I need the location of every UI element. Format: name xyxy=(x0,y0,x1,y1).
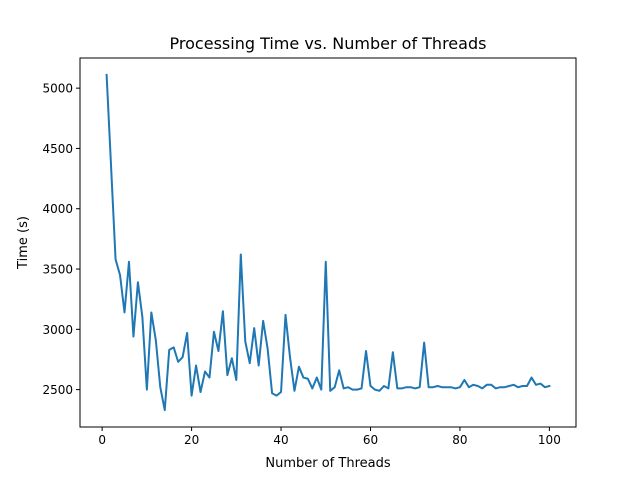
x-axis-ticks: 0 20 40 60 80 100 xyxy=(98,427,561,447)
y-tick-label: 3500 xyxy=(42,263,73,277)
y-axis-label: Time (s) xyxy=(16,216,31,270)
y-tick-label: 4000 xyxy=(42,202,73,216)
y-tick-label: 5000 xyxy=(42,82,73,96)
plot-lines xyxy=(105,73,551,412)
y-tick-label: 4500 xyxy=(42,142,73,156)
chart-title: Processing Time vs. Number of Threads xyxy=(170,34,487,53)
series-line-0 xyxy=(105,73,551,412)
x-tick-label: 0 xyxy=(98,433,106,447)
y-tick-label: 3000 xyxy=(42,323,73,337)
x-tick-label: 60 xyxy=(363,433,378,447)
x-tick-label: 20 xyxy=(184,433,199,447)
x-axis-label: Number of Threads xyxy=(265,456,390,471)
y-axis-ticks: 2500 3000 3500 4000 4500 5000 xyxy=(42,82,80,397)
x-tick-label: 40 xyxy=(273,433,288,447)
x-tick-label: 100 xyxy=(538,433,561,447)
plot-area-frame xyxy=(79,57,577,428)
y-tick-label: 2500 xyxy=(42,383,73,397)
x-tick-label: 80 xyxy=(452,433,467,447)
